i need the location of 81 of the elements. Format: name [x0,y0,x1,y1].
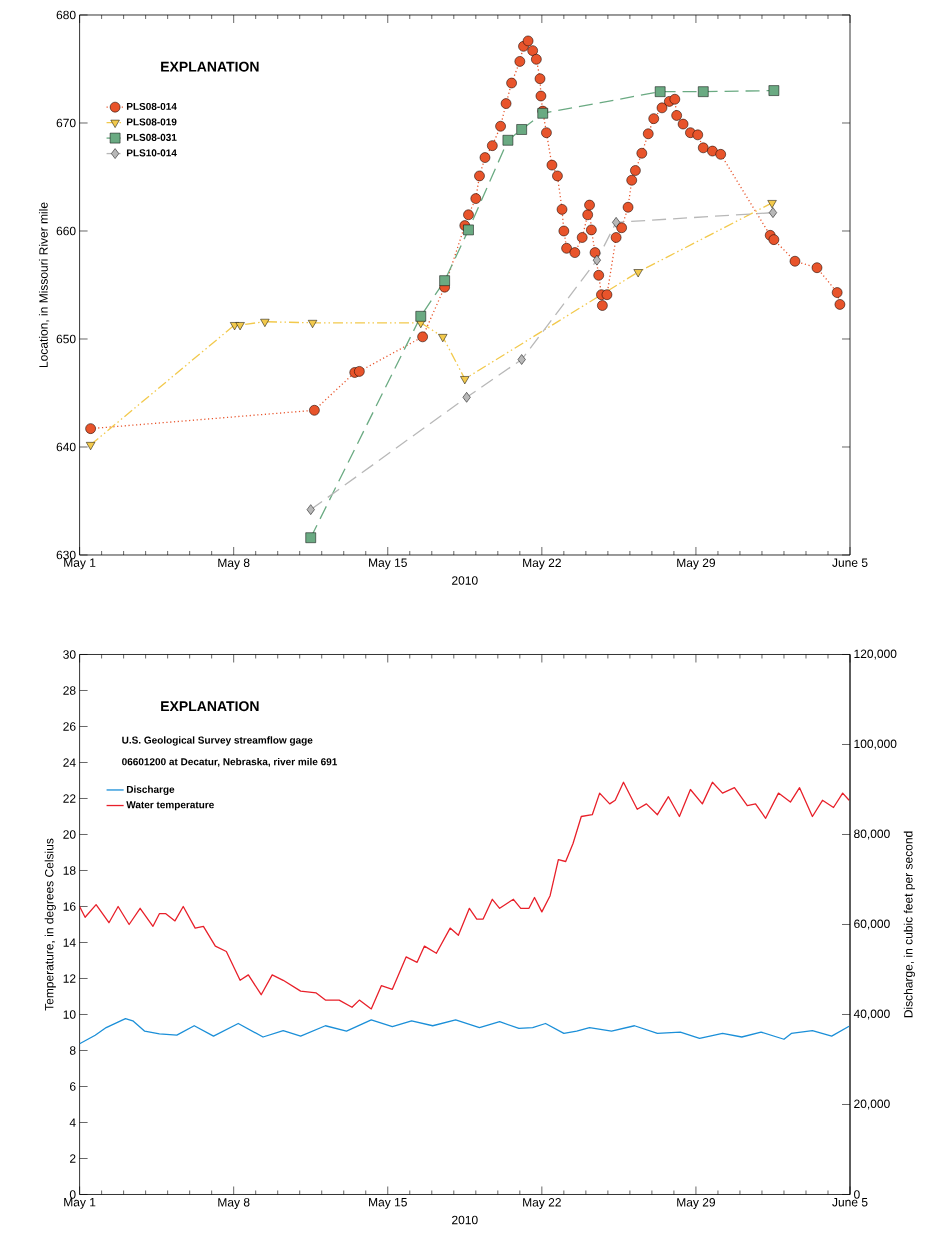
y-tick-label: 16 [63,902,76,911]
y-tick-label: 680 [56,10,76,20]
point [235,322,245,331]
y-tick-label: 0 [69,1190,76,1199]
point [698,86,709,97]
point [306,504,315,515]
point [592,254,601,266]
y-tick-label: 28 [63,686,76,695]
legend-label: PLS10-014 [126,149,177,157]
x-tick-label: May 22 [523,1198,561,1209]
y-tick-label: 14 [63,938,76,947]
point [463,224,474,236]
y2-tick-label: 20,000 [854,1099,890,1110]
point [502,135,514,146]
y-axis-title: Location, in Missouri River mile [38,202,50,368]
y2-tick-label: 120,000 [854,649,897,660]
y-tick-label: 24 [63,758,76,767]
point [768,207,777,218]
point [460,376,470,385]
x-tick-label: May 15 [369,1198,407,1209]
y-tick-label: 30 [63,650,76,659]
x-tick-label: May 1 [64,1198,96,1209]
point [768,85,780,96]
x-tick-label: May 8 [218,558,250,570]
x-tick-label: May 29 [677,1198,716,1209]
y-tick-label: 670 [56,118,76,128]
point [767,200,777,209]
line-series [79,1017,850,1045]
legend-label: PLS08-031 [126,133,177,141]
y-tick-label: 22 [63,794,76,803]
line-series [79,781,850,1010]
y2-tick-label: 60,000 [854,919,890,930]
x-axis-title: 2010 [452,576,478,585]
x-tick-label: May 8 [218,1198,250,1209]
x-tick-label: June 5 [832,1198,868,1207]
y-tick-label: 26 [63,722,76,731]
annotation: U.S. Geological Survey streamflow gage [122,736,313,746]
y-tick-label: 4 [69,1118,76,1127]
point [654,86,666,97]
y-tick-label: 12 [63,974,76,983]
annotation: 06601200 at Decatur, Nebraska, river mile 691 [122,757,338,767]
point [517,354,526,365]
y-tick-label: 8 [69,1046,76,1055]
legend-label: PLS08-019 [126,118,177,126]
y-tick-label: 6 [70,1082,76,1091]
point [516,124,527,135]
y-tick-label: 660 [56,226,76,236]
y2-tick-label: 80,000 [854,829,890,840]
x-tick-label: May 22 [523,558,561,570]
point [462,392,471,403]
point [305,532,316,543]
legend-title: EXPLANATION [161,61,259,72]
point [260,318,270,327]
legend-title: EXPLANATION [161,701,259,712]
x-axis-title: 2010 [452,1215,478,1225]
point [307,320,318,329]
point [438,334,448,343]
y-tick-label: 650 [56,334,76,344]
y-tick-label: 20 [63,830,76,839]
y-axis-title: Temperature, in degrees Celsius [44,838,56,1011]
y-tick-label: 630 [56,550,76,560]
y2-axis-title: Discharge, in cubic feet per second [903,831,915,1018]
y2-tick-label: 100,000 [854,739,897,750]
point [612,217,621,228]
y-tick-label: 640 [56,442,76,452]
x-tick-label: May 29 [677,558,716,570]
legend-label: Water temperature [126,801,214,811]
x-tick-label: June 5 [832,558,868,567]
x-tick-label: May 15 [369,558,407,570]
x-tick-label: May 1 [64,558,96,570]
legend-label: PLS08-014 [126,102,177,110]
y2-tick-label: 40,000 [853,1009,890,1020]
point [415,311,427,322]
y2-tick-label: 0 [854,1190,860,1199]
y-tick-label: 18 [63,866,76,875]
legend-label: Discharge [126,785,175,795]
y-tick-label: 10 [63,1010,76,1019]
point [633,269,643,278]
point [86,442,96,451]
y-tick-label: 2 [69,1154,76,1163]
point [439,275,450,286]
